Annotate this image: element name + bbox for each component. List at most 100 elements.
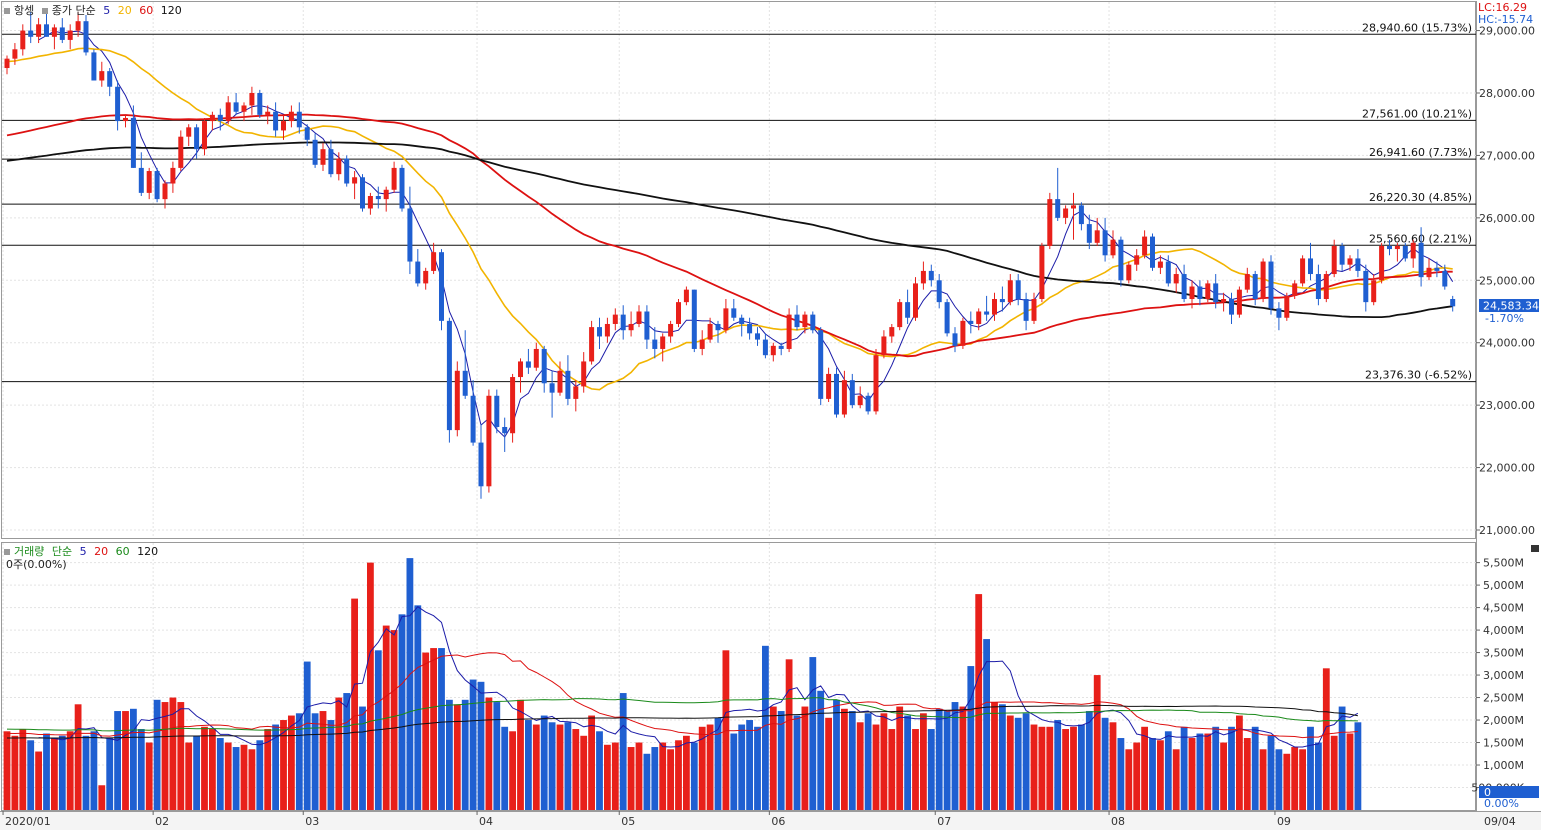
candle-body (873, 355, 879, 412)
candle-body (20, 30, 26, 50)
volume-bar (1354, 722, 1362, 810)
volume-y-tick-label: 2,000M (1483, 714, 1524, 727)
volume-bar (1180, 726, 1188, 810)
volume-y-tick-label: 1,500M (1483, 737, 1524, 750)
volume-bar (1046, 726, 1054, 810)
candle-body (889, 327, 895, 337)
volume-bar (848, 711, 856, 810)
candle-body (1276, 308, 1282, 318)
candle-body (1252, 274, 1258, 300)
candle-body (186, 127, 192, 137)
volume-bar (82, 735, 90, 810)
y-tick-label: 26,000.00 (1479, 212, 1535, 225)
volume-bar (161, 702, 169, 810)
candle-body (194, 127, 200, 150)
candle-body (636, 311, 642, 324)
price-legend: 항셍 종가 단순 5 20 60 120 (4, 2, 186, 18)
candle-body (668, 323, 674, 337)
square-icon (4, 8, 10, 14)
candle-body (691, 289, 697, 349)
panel-menu-icon[interactable] (1531, 545, 1539, 552)
candle-body (154, 171, 160, 200)
volume-bar (975, 594, 983, 810)
candle-body (209, 114, 215, 122)
candle-body (565, 370, 571, 399)
candle-body (288, 111, 294, 122)
candle-body (1118, 239, 1124, 281)
volume-bar (335, 697, 343, 810)
volume-bar (58, 735, 66, 810)
volume-y-tick-label: 4,500M (1483, 602, 1524, 615)
volume-bar (232, 747, 240, 810)
volume-bar (540, 715, 548, 810)
volume-bar (1030, 724, 1038, 810)
volume-bar (224, 742, 232, 810)
volume-bar (1093, 675, 1101, 810)
ma120-line (6, 141, 1453, 319)
volume-y-tick-label: 5,000M (1483, 579, 1524, 592)
volume-bar (517, 699, 524, 810)
volume-bar (959, 706, 967, 810)
candle-body (241, 105, 247, 112)
candle-body (470, 395, 476, 443)
volume-bar (967, 666, 975, 810)
volume-bar (1307, 726, 1314, 810)
volume-bar (130, 708, 137, 810)
volume-bar (983, 639, 990, 810)
candle-body (502, 426, 508, 434)
volume-bar (469, 679, 477, 810)
ma60-line (6, 113, 1453, 358)
lc-label: LC:16.29 (1478, 1, 1527, 14)
candle-body (217, 114, 223, 122)
y-tick-label: 22,000.00 (1479, 462, 1535, 475)
candle-body (462, 370, 468, 396)
candle-body (715, 323, 721, 331)
candle-body (1260, 261, 1266, 300)
volume-bar (999, 704, 1006, 810)
candle-body (4, 58, 10, 69)
volume-moving-averages (6, 606, 1359, 748)
candle-body (810, 314, 816, 331)
candle-body (786, 314, 792, 349)
candle-body (541, 348, 547, 384)
candle-body (770, 345, 776, 356)
vol-ma5-line (38, 606, 1359, 748)
volume-bar (461, 699, 469, 810)
volume-bar (904, 715, 911, 810)
vol-ma-period-5: 5 (79, 545, 87, 558)
volume-bar (193, 735, 200, 810)
candle-body (249, 92, 255, 106)
x-axis: 2020/01 02 03 04 05 06 07 08 09 09/04 (2, 811, 1516, 828)
volume-bar (1338, 706, 1346, 810)
volume-bar (1330, 735, 1338, 810)
y-tick-label: 28,000.00 (1479, 87, 1535, 100)
candle-body (589, 327, 595, 362)
candle-body (920, 270, 926, 284)
volume-bar (912, 729, 919, 810)
candle-body (731, 308, 737, 318)
candle-body (1039, 245, 1045, 300)
vol-ma60-line (6, 697, 1358, 732)
candle-body (533, 348, 539, 368)
candle-body (841, 380, 847, 415)
candle-body (399, 167, 405, 209)
volume-bar (74, 704, 82, 810)
candle-body (344, 158, 350, 184)
volume-bar (714, 717, 722, 810)
volume-bar (359, 706, 366, 810)
volume-bar (288, 715, 295, 810)
candle-body (328, 149, 334, 175)
volume-bar (1299, 749, 1306, 810)
candle-body (1284, 295, 1290, 318)
volume-bar (1157, 740, 1164, 810)
volume-bar (1172, 749, 1180, 810)
price-level-label: 26,941.60 (7.73%) (1369, 146, 1472, 159)
candle-body (510, 377, 516, 434)
current-volume-value: 0 (1484, 786, 1491, 799)
volume-bar (1275, 749, 1283, 810)
candle-body (818, 330, 824, 399)
volume-bar (137, 729, 145, 810)
candle-body (391, 167, 397, 190)
y-tick-label: 23,000.00 (1479, 399, 1535, 412)
candle-body (897, 302, 903, 328)
